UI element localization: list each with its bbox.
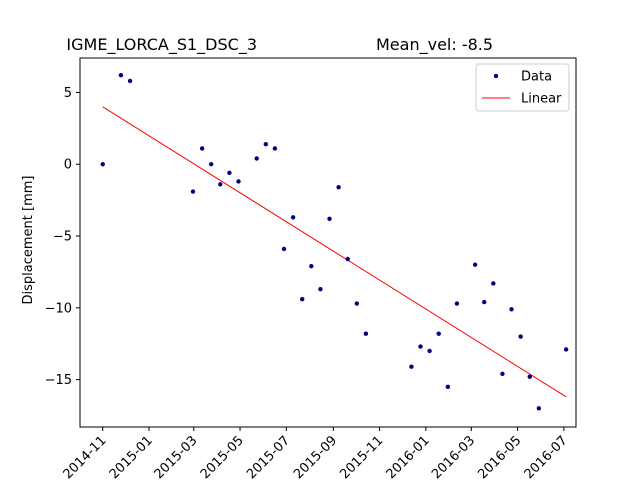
- data-point: [509, 307, 514, 312]
- data-point: [236, 179, 241, 184]
- data-point: [281, 246, 287, 252]
- chart-title: IGME_LORCA_S1_DSC_3: [66, 35, 257, 55]
- data-point: [436, 331, 441, 336]
- data-point: [454, 301, 460, 306]
- data-point: [491, 281, 496, 286]
- data-point: [563, 347, 569, 352]
- data-point: [300, 297, 305, 302]
- data-point: [527, 374, 532, 379]
- legend-data-marker: [493, 73, 499, 79]
- data-point: [227, 170, 232, 176]
- data-point: [518, 334, 523, 339]
- data-point: [409, 364, 414, 369]
- data-point: [118, 73, 124, 78]
- legend-frame: [475, 63, 570, 112]
- data-point: [327, 216, 332, 222]
- data-point: [290, 215, 296, 220]
- linear-fit-line: [102, 106, 567, 398]
- legend: Data Linear: [475, 63, 570, 112]
- y-axis-label: Displacement [mm]: [21, 176, 36, 305]
- data-point: [263, 141, 269, 147]
- data-point: [418, 344, 423, 349]
- y-tick-label: −5: [53, 230, 72, 245]
- data-point: [500, 371, 505, 377]
- data-point: [127, 78, 133, 84]
- data-point: [345, 256, 350, 262]
- data-point: [363, 331, 369, 336]
- data-point: [482, 299, 487, 305]
- data-point: [354, 301, 360, 306]
- data-point: [472, 262, 478, 267]
- y-tick-label: −10: [45, 301, 72, 316]
- y-tick-label: 5: [64, 86, 72, 101]
- y-tick-label: −15: [45, 373, 72, 388]
- legend-linear-label: Linear: [521, 92, 562, 107]
- data-point: [272, 146, 278, 151]
- data-point: [190, 189, 196, 194]
- data-point: [209, 162, 214, 167]
- data-point: [427, 348, 432, 354]
- data-point: [336, 185, 341, 190]
- legend-data-label: Data: [521, 70, 552, 85]
- y-tick-label: 0: [64, 158, 72, 173]
- chart-subtitle: Mean_vel: -8.5: [376, 35, 493, 55]
- axes-frame: [79, 57, 577, 428]
- data-point: [536, 406, 542, 411]
- data-point: [218, 182, 223, 187]
- data-point: [445, 384, 451, 389]
- data-point: [318, 286, 323, 292]
- data-point: [309, 263, 314, 269]
- data-point: [254, 156, 259, 161]
- data-point: [199, 146, 205, 151]
- data-point: [100, 162, 105, 167]
